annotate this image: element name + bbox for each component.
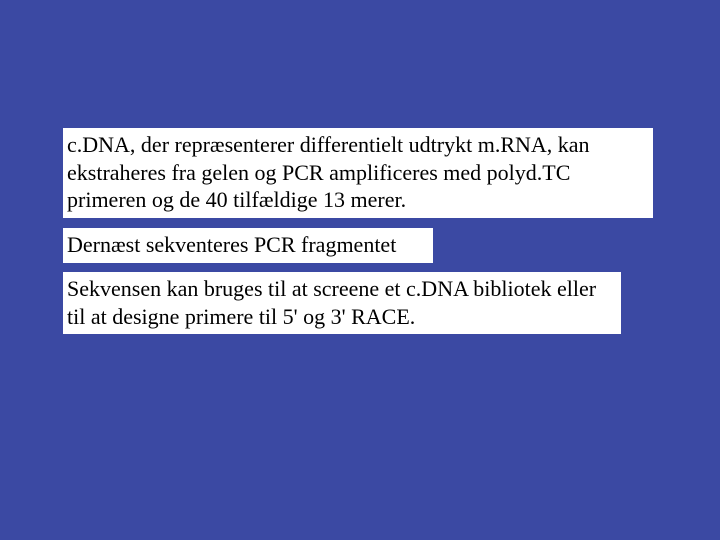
paragraph-2: Dernæst sekventeres PCR fragmentet: [63, 228, 433, 263]
paragraph-1: c.DNA, der repræsenterer differentielt u…: [63, 128, 653, 218]
paragraph-3: Sekvensen kan bruges til at screene et c…: [63, 272, 621, 334]
